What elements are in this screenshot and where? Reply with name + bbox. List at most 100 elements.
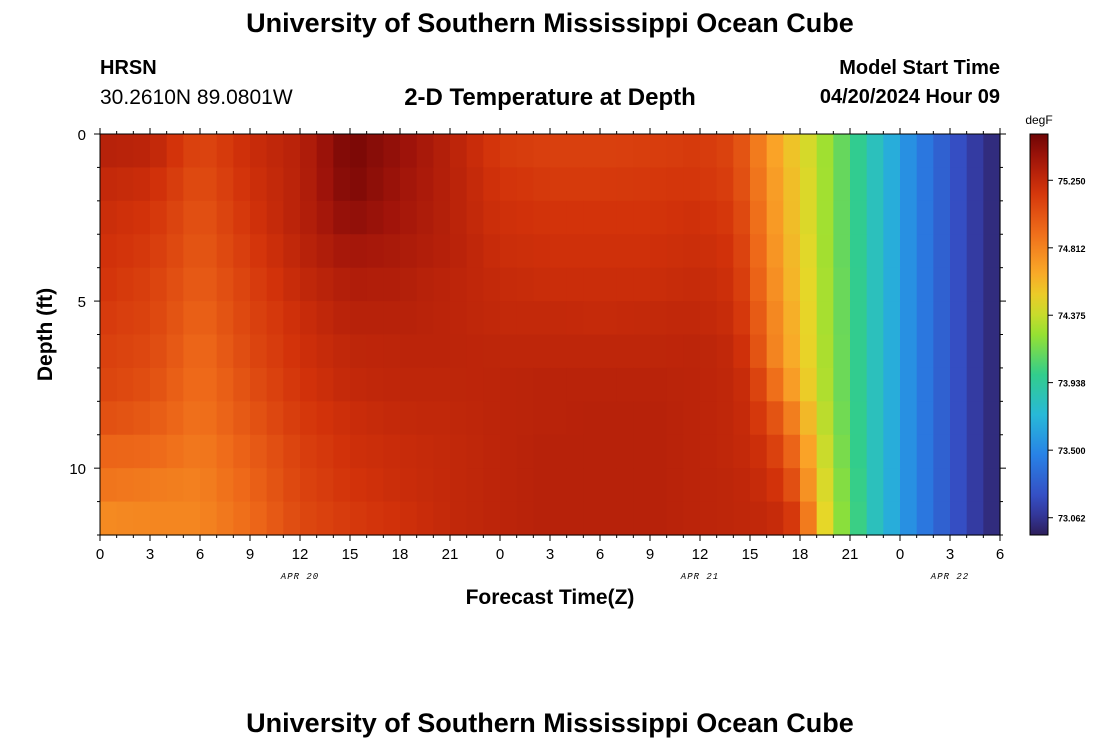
heat-cell	[483, 334, 501, 369]
heat-cell	[416, 501, 434, 536]
heat-cell	[966, 434, 984, 469]
heat-cell	[600, 501, 618, 536]
y-tick-label: 5	[78, 294, 86, 311]
heat-cell	[733, 401, 751, 436]
heat-cell	[833, 401, 851, 436]
heat-cell	[316, 134, 334, 169]
heat-cell	[333, 434, 351, 469]
x-tick-label: 15	[342, 546, 359, 563]
heat-cell	[983, 234, 1001, 269]
heat-cell	[633, 234, 651, 269]
heat-cell	[533, 401, 551, 436]
colorbar-tick-label: 74.375	[1058, 311, 1086, 321]
model-start-value: 04/20/2024 Hour 09	[819, 86, 1000, 108]
heat-cell	[266, 200, 284, 235]
heat-cell	[633, 434, 651, 469]
heat-cell	[550, 267, 568, 302]
heat-cell	[433, 267, 451, 302]
heat-cell	[950, 468, 968, 503]
heat-cell	[966, 167, 984, 202]
heat-cell	[650, 200, 668, 235]
heat-cell	[800, 401, 818, 436]
heat-cell	[716, 301, 734, 336]
heat-cell	[483, 200, 501, 235]
heat-cell	[950, 501, 968, 536]
heat-cell	[350, 134, 368, 169]
heat-cell	[383, 200, 401, 235]
heat-cell	[216, 401, 234, 436]
heat-cell	[316, 367, 334, 402]
heat-cell	[266, 267, 284, 302]
heat-cell	[550, 200, 568, 235]
heat-cell	[216, 434, 234, 469]
colorbar-tick-label: 73.500	[1058, 446, 1086, 456]
heat-cell	[750, 134, 768, 169]
heat-cell	[466, 301, 484, 336]
heat-cell	[583, 434, 601, 469]
heat-cell	[716, 401, 734, 436]
heat-cell	[800, 334, 818, 369]
heat-cell	[433, 134, 451, 169]
heat-cell	[116, 367, 134, 402]
heat-cell	[100, 267, 118, 302]
heat-cell	[183, 501, 201, 536]
heat-cell	[766, 167, 784, 202]
heat-cell	[683, 200, 701, 235]
heat-cell	[833, 468, 851, 503]
heat-cell	[800, 134, 818, 169]
heat-cell	[716, 134, 734, 169]
heat-cell	[866, 134, 884, 169]
heat-cell	[583, 301, 601, 336]
heat-cell	[733, 134, 751, 169]
heat-cell	[116, 401, 134, 436]
heat-cell	[650, 267, 668, 302]
heat-cell	[200, 267, 218, 302]
heat-cell	[416, 234, 434, 269]
heat-cell	[250, 401, 268, 436]
heat-cell	[166, 367, 184, 402]
heat-cell	[983, 200, 1001, 235]
heat-cell	[866, 401, 884, 436]
heat-cell	[350, 301, 368, 336]
heat-cell	[566, 501, 584, 536]
heat-cell	[750, 267, 768, 302]
heat-cell	[266, 401, 284, 436]
heat-cell	[916, 200, 934, 235]
heat-cell	[400, 334, 418, 369]
heat-cell	[500, 434, 518, 469]
heat-cell	[716, 234, 734, 269]
heat-cell	[633, 401, 651, 436]
heat-cell	[383, 267, 401, 302]
heat-cell	[416, 167, 434, 202]
y-axis-label: Depth (ft)	[34, 288, 57, 381]
heat-cell	[950, 234, 968, 269]
heat-cell	[383, 468, 401, 503]
heat-cell	[916, 367, 934, 402]
heat-cell	[316, 434, 334, 469]
heat-cell	[716, 434, 734, 469]
heat-cell	[600, 167, 618, 202]
heat-cell	[450, 200, 468, 235]
heat-cell	[466, 434, 484, 469]
heat-cell	[950, 267, 968, 302]
heat-cell	[583, 401, 601, 436]
heat-cell	[783, 501, 801, 536]
date-label: APR 20	[280, 572, 319, 582]
heat-cell	[733, 234, 751, 269]
heat-cell	[100, 334, 118, 369]
heat-cell	[166, 301, 184, 336]
heat-cell	[433, 301, 451, 336]
heat-cell	[616, 401, 634, 436]
heat-cell	[350, 434, 368, 469]
heat-cell	[250, 334, 268, 369]
heat-cell	[683, 434, 701, 469]
heat-cell	[366, 334, 384, 369]
heat-cell	[483, 301, 501, 336]
heat-cell	[583, 468, 601, 503]
heat-cell	[400, 468, 418, 503]
heat-cell	[933, 167, 951, 202]
heat-cell	[966, 468, 984, 503]
heat-cell	[450, 434, 468, 469]
heat-cell	[333, 468, 351, 503]
heat-cell	[783, 200, 801, 235]
